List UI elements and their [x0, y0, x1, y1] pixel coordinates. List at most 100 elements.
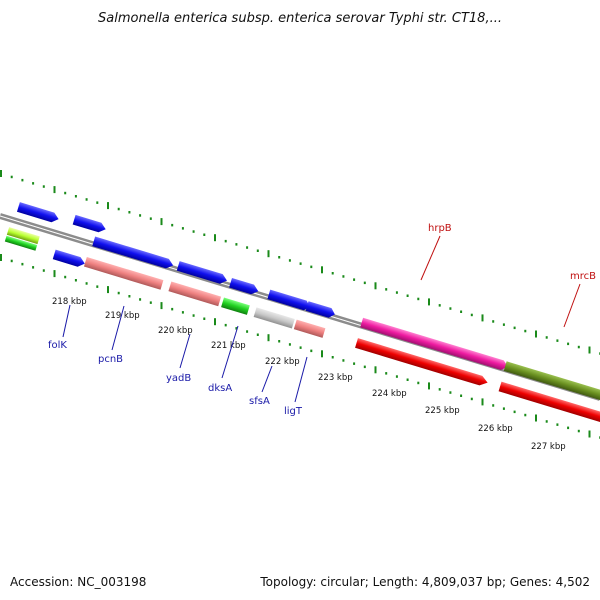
gene-feature-blue-2[interactable] — [72, 214, 107, 234]
tick-label: 220 kbp — [158, 326, 193, 336]
minor-tick — [385, 372, 388, 375]
reverse-strand-features — [4, 227, 600, 429]
minor-tick — [438, 304, 441, 307]
minor-tick — [96, 201, 99, 204]
gene-label-sfsA[interactable]: sfsA — [249, 396, 270, 407]
minor-tick — [513, 326, 516, 330]
major-tick — [481, 398, 484, 406]
minor-tick — [524, 329, 527, 333]
major-tick — [107, 202, 109, 210]
minor-tick — [181, 227, 184, 230]
tick-label: 223 kbp — [318, 373, 353, 383]
gene-label-hrpB[interactable]: hrpB — [428, 223, 452, 234]
gene-feature-blue-5[interactable] — [267, 289, 311, 312]
minor-tick — [203, 233, 206, 236]
gene-feature-blue-3[interactable] — [176, 261, 229, 285]
gene-feature-blue-6[interactable] — [305, 301, 337, 319]
gene-label-yadB[interactable]: yadB — [166, 373, 191, 384]
gene-feature-green-1[interactable] — [4, 235, 38, 251]
gene-label-ligT[interactable]: ligT — [284, 406, 303, 417]
folK-feature[interactable] — [52, 249, 87, 269]
map-title: Salmonella enterica subsp. enterica sero… — [98, 11, 502, 26]
major-tick — [160, 218, 163, 226]
ligT-feature[interactable] — [293, 319, 326, 338]
minor-tick — [545, 420, 548, 423]
minor-tick — [567, 426, 570, 430]
major-tick — [53, 186, 56, 194]
minor-tick — [395, 375, 398, 378]
minor-tick — [74, 279, 77, 282]
minor-tick — [449, 391, 452, 394]
pcnB-upstream-feature[interactable] — [92, 236, 174, 270]
tick-label: 226 kbp — [478, 424, 513, 434]
dksA-feature[interactable] — [221, 297, 250, 315]
pcnB-feature[interactable] — [83, 256, 164, 290]
minor-tick — [21, 178, 24, 182]
gene-feature-blue-1[interactable] — [16, 202, 60, 224]
tick-label: 219 kbp — [105, 311, 140, 321]
yadB-feature[interactable] — [168, 281, 222, 307]
minor-tick — [203, 317, 206, 320]
sfsA-feature[interactable] — [253, 307, 295, 329]
tick-labels: 218 kbp 219 kbp 220 kbp 221 kbp 222 kbp … — [52, 297, 566, 452]
gene-label-mrcB[interactable]: mrcB — [570, 271, 596, 282]
minor-tick — [64, 275, 67, 279]
minor-tick — [417, 381, 420, 385]
gene-label-folK[interactable]: folK — [48, 340, 67, 351]
minor-tick — [353, 362, 356, 365]
mrcB-feature[interactable] — [503, 361, 600, 409]
tick-label: 221 kbp — [211, 341, 246, 351]
minor-tick — [577, 429, 580, 433]
minor-tick — [577, 345, 580, 349]
forward-strand-features — [16, 202, 600, 409]
minor-tick — [395, 291, 398, 294]
minor-tick — [299, 346, 302, 349]
gene-feature-lime[interactable] — [6, 227, 40, 245]
minor-tick — [438, 388, 441, 391]
minor-tick — [224, 323, 227, 327]
major-tick — [535, 414, 537, 422]
minor-tick — [406, 378, 409, 381]
gene-label-dksA[interactable]: dksA — [208, 383, 232, 394]
minor-tick — [492, 320, 495, 323]
mrcB-partner-feature[interactable] — [498, 381, 600, 429]
minor-tick — [363, 365, 366, 369]
minor-tick — [85, 282, 88, 285]
gene-feature-blue-4[interactable] — [229, 277, 260, 296]
minor-tick — [502, 407, 505, 410]
minor-tick — [256, 249, 259, 252]
minor-tick — [385, 288, 388, 291]
hrpB-feature[interactable] — [360, 317, 509, 372]
gene-labels: folK pcnB yadB dksA sfsA ligT hrpB mrcB — [48, 223, 596, 417]
minor-tick — [556, 339, 559, 342]
major-tick — [160, 302, 163, 310]
minor-tick — [310, 349, 313, 353]
major-tick — [267, 334, 270, 342]
minor-tick — [192, 230, 195, 233]
minor-tick — [331, 356, 334, 359]
minor-tick — [32, 266, 35, 269]
minor-tick — [556, 423, 559, 426]
minor-tick — [42, 269, 45, 272]
minor-tick — [139, 298, 142, 301]
major-tick — [321, 266, 323, 274]
minor-tick — [42, 185, 45, 188]
minor-tick — [235, 327, 238, 330]
inner-tick-track — [0, 254, 600, 439]
minor-tick — [128, 295, 131, 298]
minor-tick — [353, 278, 356, 281]
minor-tick — [149, 217, 152, 220]
major-tick — [428, 382, 430, 390]
gene-label-pcnB[interactable]: pcnB — [98, 354, 123, 365]
major-tick — [107, 286, 109, 294]
topology-label: Topology: circular; Length: 4,809,037 bp… — [259, 575, 590, 589]
tick-label: 224 kbp — [372, 389, 407, 399]
minor-tick — [117, 207, 120, 211]
major-tick — [214, 234, 216, 242]
minor-tick — [64, 191, 67, 195]
minor-tick — [32, 182, 35, 185]
tick-label: 225 kbp — [425, 406, 460, 416]
outer-tick-track — [0, 170, 600, 355]
hrpB-partner-feature[interactable] — [355, 338, 489, 387]
